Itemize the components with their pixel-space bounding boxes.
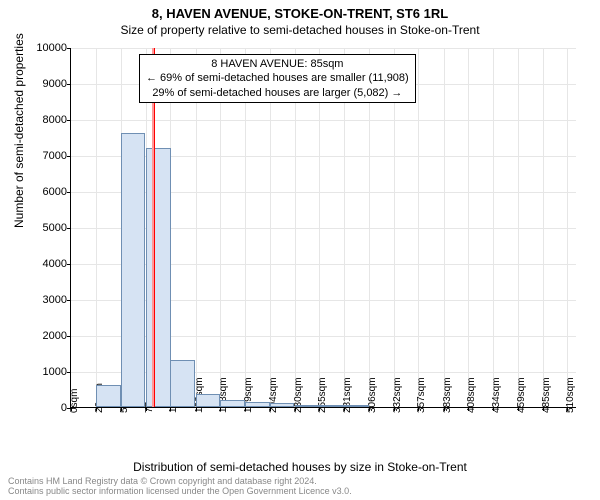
x-axis-label: Distribution of semi-detached houses by … [0, 460, 600, 474]
gridline-v [418, 48, 419, 407]
ytick-label: 7000 [43, 150, 71, 162]
gridline-v [567, 48, 568, 407]
xtick-label: 0sqm [69, 389, 80, 413]
ytick-label: 1000 [43, 366, 71, 378]
chart-container: 8, HAVEN AVENUE, STOKE-ON-TRENT, ST6 1RL… [0, 0, 600, 500]
gridline-v [518, 48, 519, 407]
histogram-bar [96, 385, 121, 407]
ytick-label: 8000 [43, 114, 71, 126]
histogram-bar [344, 405, 369, 407]
chart-subtitle: Size of property relative to semi-detach… [0, 21, 600, 41]
plot: 0100020003000400050006000700080009000100… [70, 48, 576, 408]
xtick-label: 459sqm [516, 377, 527, 413]
xtick-label: 255sqm [317, 377, 328, 413]
histogram-bar [295, 405, 320, 407]
ytick-label: 5000 [43, 222, 71, 234]
histogram-bar [220, 400, 245, 407]
annotation-line2: ← 69% of semi-detached houses are smalle… [146, 71, 409, 85]
ytick-label: 3000 [43, 294, 71, 306]
histogram-bar [245, 402, 270, 407]
xtick-label: 332sqm [392, 377, 403, 413]
xtick-label: 357sqm [416, 377, 427, 413]
plot-area: 0100020003000400050006000700080009000100… [70, 48, 576, 408]
histogram-bar [146, 148, 171, 407]
xtick-label: 230sqm [293, 377, 304, 413]
histogram-bar [319, 405, 344, 407]
gridline-v [493, 48, 494, 407]
gridline-v [96, 48, 97, 407]
ytick-label: 4000 [43, 258, 71, 270]
xtick-label: 485sqm [541, 377, 552, 413]
xtick-label: 434sqm [491, 377, 502, 413]
gridline-v [468, 48, 469, 407]
histogram-bar [270, 403, 295, 407]
xtick-label: 383sqm [442, 377, 453, 413]
annotation-line1: 8 HAVEN AVENUE: 85sqm [146, 57, 409, 71]
ytick-label: 6000 [43, 186, 71, 198]
gridline-v [543, 48, 544, 407]
y-axis-label: Number of semi-detached properties [12, 33, 26, 228]
xtick-label: 179sqm [243, 377, 254, 413]
xtick-label: 408sqm [466, 377, 477, 413]
footer-attribution: Contains HM Land Registry data © Crown c… [8, 477, 352, 497]
ytick-label: 2000 [43, 330, 71, 342]
gridline-v [444, 48, 445, 407]
annotation-line3: 29% of semi-detached houses are larger (… [146, 86, 409, 100]
ytick-label: 10000 [36, 42, 71, 54]
histogram-bar [196, 394, 221, 407]
footer-line-2: Contains public sector information licen… [8, 487, 352, 497]
xtick-label: 204sqm [268, 377, 279, 413]
histogram-bar [170, 360, 195, 407]
histogram-bar [121, 133, 146, 407]
annotation-box: 8 HAVEN AVENUE: 85sqm← 69% of semi-detac… [139, 54, 416, 103]
xtick-label: 510sqm [565, 377, 576, 413]
xtick-label: 306sqm [367, 377, 378, 413]
xtick-label: 281sqm [342, 377, 353, 413]
chart-title: 8, HAVEN AVENUE, STOKE-ON-TRENT, ST6 1RL [0, 0, 600, 21]
ytick-label: 9000 [43, 78, 71, 90]
